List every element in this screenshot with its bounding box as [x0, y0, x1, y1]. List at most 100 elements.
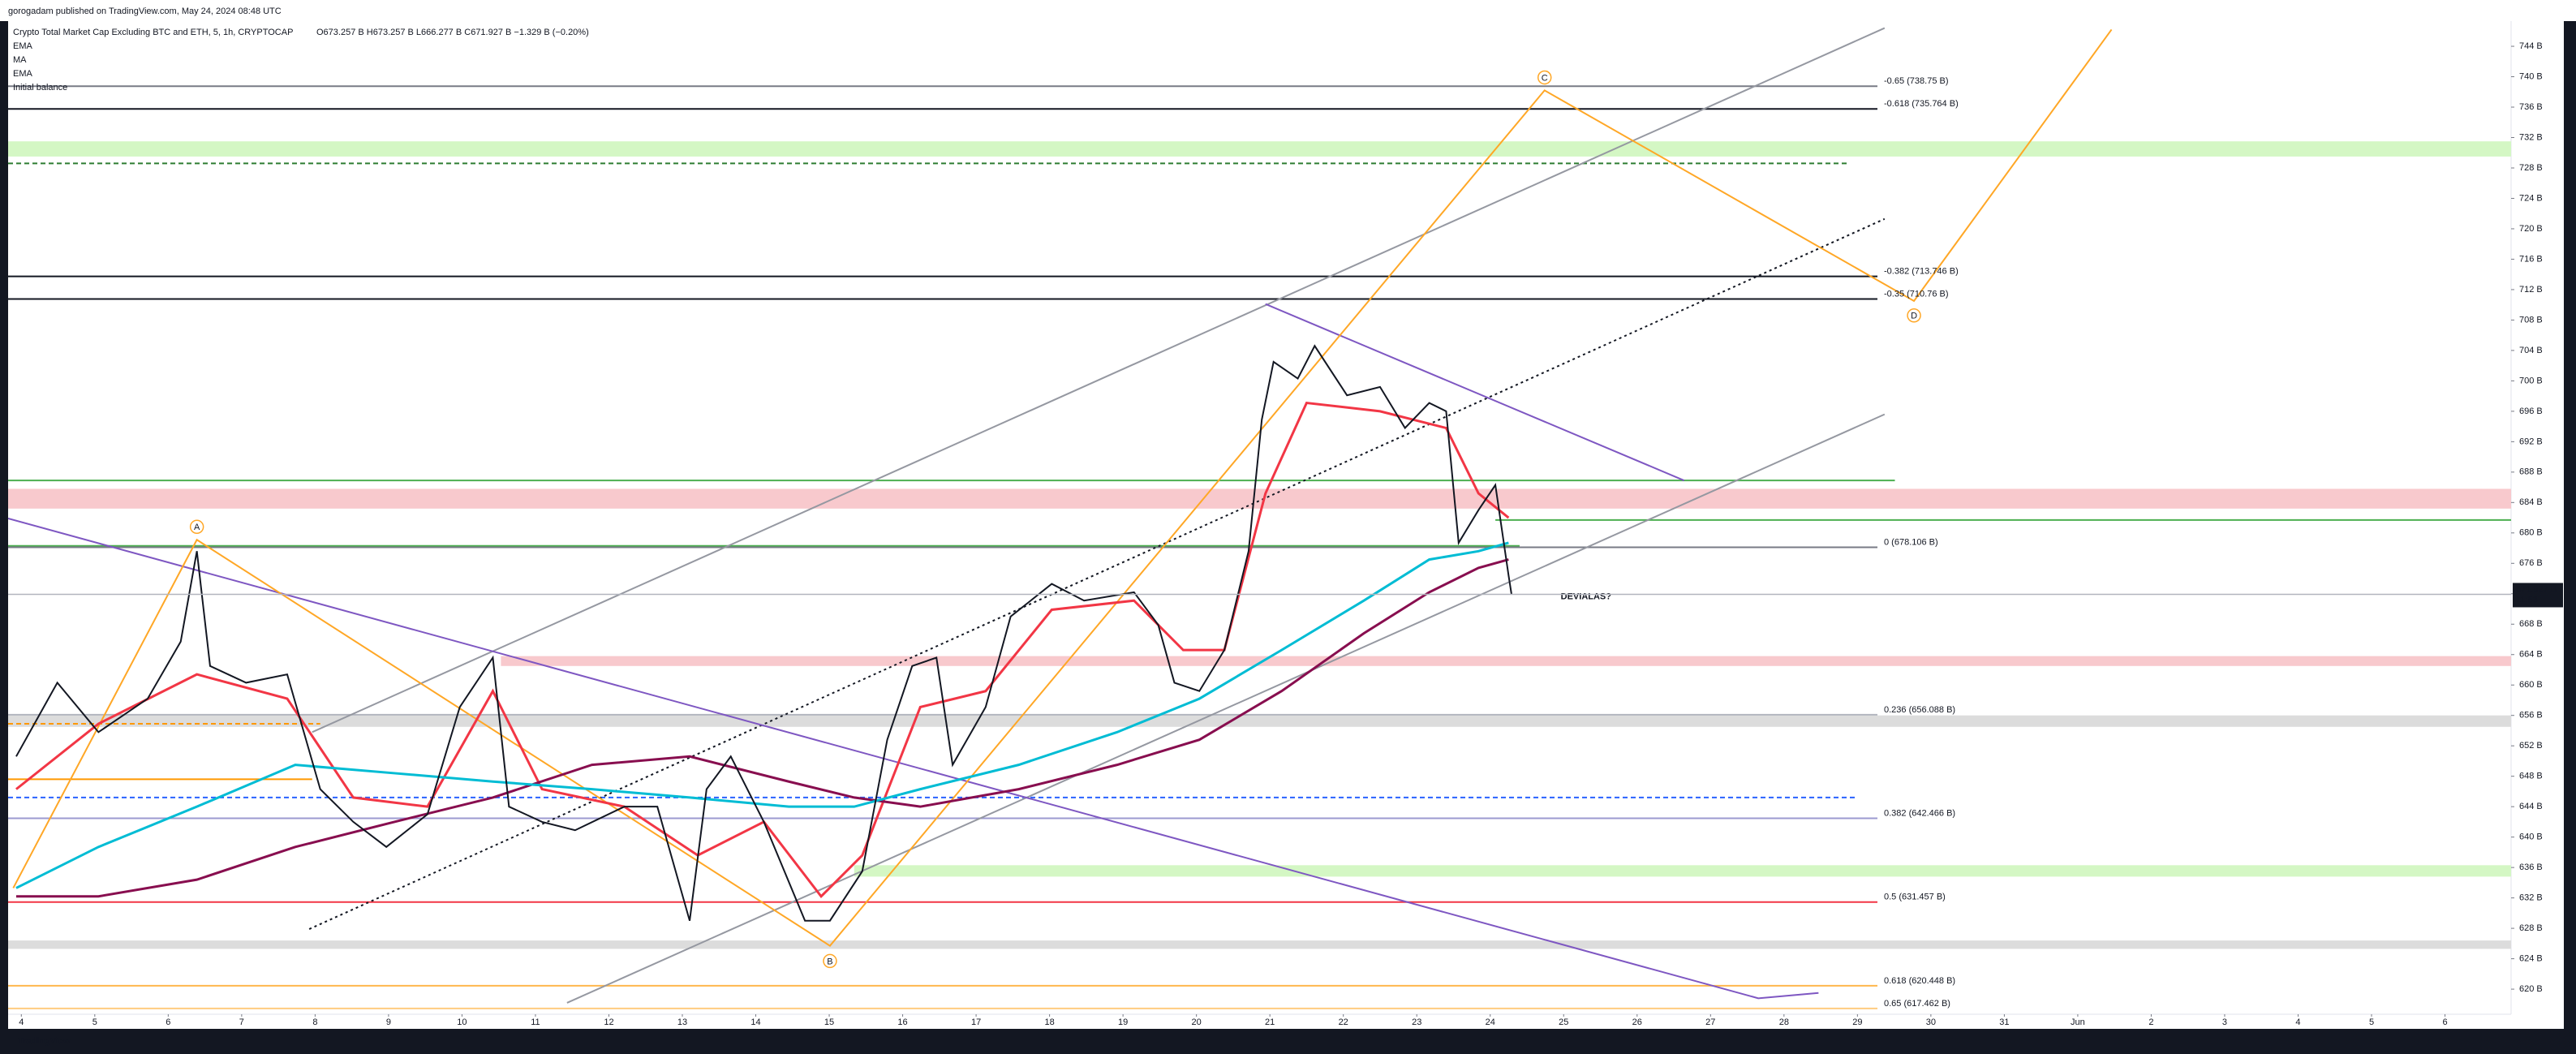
trendline [566, 413, 1886, 1004]
y-tick-label: 740 B [2519, 71, 2543, 81]
x-tick-label: 10 [457, 1017, 467, 1027]
legend-extra: Initial balance [13, 83, 67, 92]
x-tick-label: 11 [531, 1017, 540, 1027]
x-tick-label: 17 [971, 1017, 981, 1027]
zone [8, 715, 2511, 727]
y-tick-label: 624 B [2519, 953, 2543, 963]
y-tick-label: 704 B [2519, 346, 2543, 355]
y-tick-label: 720 B [2519, 224, 2543, 234]
zone [501, 656, 2511, 666]
plot: A B C D DEVIALAS? [8, 27, 2511, 1009]
fib-label: 0.382 (642.466 B) [1884, 808, 1955, 818]
zone [8, 940, 2511, 949]
publisher: gorogadam published on TradingView.com, … [8, 6, 282, 16]
fib-label: 0.618 (620.448 B) [1884, 976, 1955, 986]
y-tick-label: 640 B [2519, 832, 2543, 842]
y-tick-label: 732 B [2519, 132, 2543, 142]
y-tick-label: 736 B [2519, 102, 2543, 112]
fib-label: 0.5 (631.457 B) [1884, 893, 1946, 902]
wave-label: D [1911, 312, 1917, 321]
x-tick-label: 26 [1632, 1017, 1642, 1027]
x-tick-label: 18 [1044, 1017, 1054, 1027]
x-tick-label: 3 [2222, 1017, 2227, 1027]
y-tick-label: 636 B [2519, 863, 2543, 872]
ohlc: O673.257 B H673.257 B L666.277 B C671.92… [316, 28, 589, 37]
trendline [312, 27, 1886, 733]
y-tick-label: 664 B [2519, 650, 2543, 660]
x-tick-label: 15 [824, 1017, 834, 1027]
y-tick-label: 688 B [2519, 467, 2543, 477]
x-tick-label: 12 [604, 1017, 613, 1027]
y-tick-label: 652 B [2519, 741, 2543, 751]
y-tick-label: 668 B [2519, 619, 2543, 629]
y-tick-label: 696 B [2519, 407, 2543, 416]
x-tick-label: 14 [750, 1017, 760, 1027]
y-tick-label: 728 B [2519, 163, 2543, 173]
y-tick-label: 632 B [2519, 893, 2543, 903]
wave-marker [1907, 308, 1921, 323]
trendline [308, 217, 1886, 930]
y-tick-label: 680 B [2519, 528, 2543, 538]
x-tick-label: 4 [2295, 1017, 2300, 1027]
y-tick-label: 692 B [2519, 437, 2543, 446]
x-tick-label: 21 [1265, 1017, 1275, 1027]
header-bar [0, 0, 2576, 21]
x-tick-label: 29 [1852, 1017, 1862, 1027]
indicator-line [15, 541, 1509, 889]
x-tick-label: 6 [2442, 1017, 2447, 1027]
x-tick-label: 20 [1192, 1017, 1202, 1027]
x-tick-label: Jun [2071, 1017, 2085, 1027]
x-tick-label: 30 [1926, 1017, 1936, 1027]
legend-entry: EMA [13, 41, 33, 51]
x-tick-label: 28 [1779, 1017, 1789, 1027]
legend-entry: EMA [13, 69, 33, 79]
fib-label: -0.618 (735.764 B) [1884, 99, 1959, 109]
footer-logo: TradingView [18, 1036, 71, 1046]
zone [8, 488, 2511, 509]
x-tick-label: 23 [1412, 1017, 1421, 1027]
y-tick-label: 676 B [2519, 558, 2543, 568]
fib-label: 0 (678.106 B) [1884, 537, 1938, 547]
x-tick-label: 5 [92, 1017, 97, 1027]
countdown: 11:53 [2516, 595, 2538, 604]
y-tick-label: 716 B [2519, 254, 2543, 264]
trendline [12, 28, 2113, 947]
wave-label: C [1542, 73, 1548, 83]
y-tick-label: 684 B [2519, 497, 2543, 507]
x-tick-label: 22 [1339, 1017, 1348, 1027]
annotation: DEVIALAS? [1561, 592, 1612, 601]
x-tick-label: 8 [312, 1017, 317, 1027]
last-price-box [2513, 583, 2563, 608]
wave-marker [189, 519, 204, 535]
y-tick-label: 628 B [2519, 923, 2543, 933]
price-line [15, 344, 1512, 922]
zone [854, 865, 2511, 877]
x-tick-label: 2 [2148, 1017, 2153, 1027]
y-tick-label: 656 B [2519, 711, 2543, 721]
fib-label: -0.382 (713.746 B) [1884, 266, 1959, 276]
x-tick-label: 5 [2369, 1017, 2374, 1027]
fib-label: -0.35 (710.76 B) [1884, 289, 1949, 299]
x-tick-label: 25 [1559, 1017, 1568, 1027]
x-tick-label: 16 [897, 1017, 907, 1027]
indicator-line [15, 558, 1509, 898]
y-tick-label: 700 B [2519, 376, 2543, 385]
x-tick-label: 4 [19, 1017, 24, 1027]
y-tick-label: 724 B [2519, 193, 2543, 203]
y-tick-label: 620 B [2519, 984, 2543, 994]
legend-entry: MA [13, 55, 27, 65]
x-tick-label: 13 [677, 1017, 687, 1027]
y-tick-label: 708 B [2519, 315, 2543, 325]
trendline [1265, 303, 1685, 482]
last-price-label: 671.927 B [2516, 584, 2557, 594]
zone [8, 141, 2511, 157]
wave-marker [823, 953, 837, 969]
x-tick-label: 19 [1118, 1017, 1128, 1027]
x-tick-label: 6 [166, 1017, 170, 1027]
fib-label: 0.236 (656.088 B) [1884, 705, 1955, 715]
chart-area [8, 21, 2564, 1029]
y-tick-label: 744 B [2519, 41, 2543, 51]
